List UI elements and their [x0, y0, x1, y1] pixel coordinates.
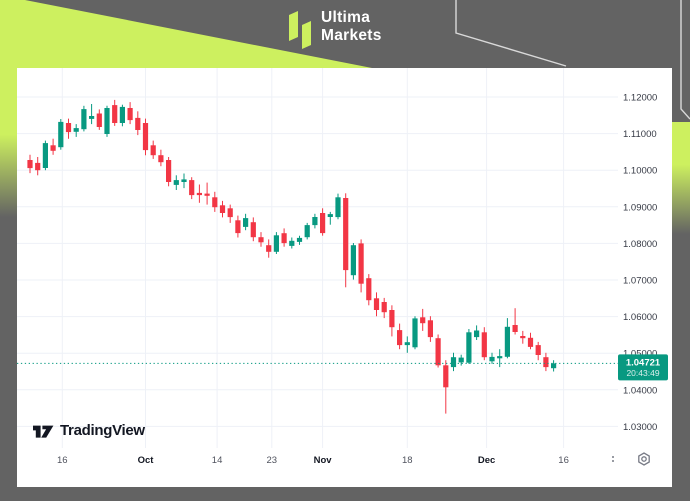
decor-outline-1: [455, 0, 567, 67]
svg-text:1.08000: 1.08000: [623, 239, 657, 250]
svg-text:1.04000: 1.04000: [623, 385, 657, 396]
svg-text:16: 16: [558, 455, 569, 466]
tradingview-logo-icon: [33, 425, 54, 438]
svg-text:1.10000: 1.10000: [623, 166, 657, 177]
brand-logo: Ultima Markets: [289, 9, 382, 49]
svg-text:20:43:49: 20:43:49: [626, 368, 659, 378]
svg-text:1.09000: 1.09000: [623, 202, 657, 213]
tradingview-attribution[interactable]: TradingView: [33, 422, 145, 439]
gridlines: [17, 68, 618, 448]
svg-text:1.05000: 1.05000: [623, 349, 657, 360]
chart-panel: 1.12000 1.11000 1.10000 1.09000 1.08000 1.070…: [17, 68, 672, 487]
price-axis[interactable]: 1.12000 1.11000 1.10000 1.09000 1.08000 1.070…: [623, 93, 657, 433]
svg-text:Nov: Nov: [314, 455, 333, 466]
decor-outline-2: [680, 0, 690, 120]
lime-wedge: [0, 0, 372, 68]
brand-name-line1: Ultima: [321, 9, 371, 26]
candles: [27, 99, 557, 414]
chart-svg[interactable]: 1.12000 1.11000 1.10000 1.09000 1.08000 1.070…: [17, 68, 672, 487]
svg-text:1.04721: 1.04721: [626, 357, 661, 368]
svg-text:16: 16: [57, 455, 68, 466]
brand-logo-icon: [289, 11, 311, 49]
svg-text:14: 14: [212, 455, 223, 466]
svg-text:18: 18: [402, 455, 413, 466]
svg-text:Oct: Oct: [138, 455, 155, 466]
svg-text:1.06000: 1.06000: [623, 312, 657, 323]
brand-name: Ultima Markets: [321, 9, 382, 44]
time-axis[interactable]: 16 Oct 14 23 Nov 18 Dec 16: [57, 455, 569, 466]
right-accent-strip: [672, 122, 690, 234]
svg-text:1.03000: 1.03000: [623, 422, 657, 433]
svg-text:1.12000: 1.12000: [623, 93, 657, 104]
svg-text:Dec: Dec: [478, 455, 495, 466]
left-accent-strip: [0, 67, 17, 217]
gear-icon[interactable]: [638, 452, 650, 466]
svg-text:23: 23: [267, 455, 278, 466]
svg-text:1.11000: 1.11000: [623, 129, 657, 140]
brand-name-line2: Markets: [321, 26, 382, 44]
tradingview-attribution-label: TradingView: [60, 422, 145, 439]
svg-text:1.07000: 1.07000: [623, 276, 657, 287]
more-icon[interactable]: [612, 456, 614, 462]
